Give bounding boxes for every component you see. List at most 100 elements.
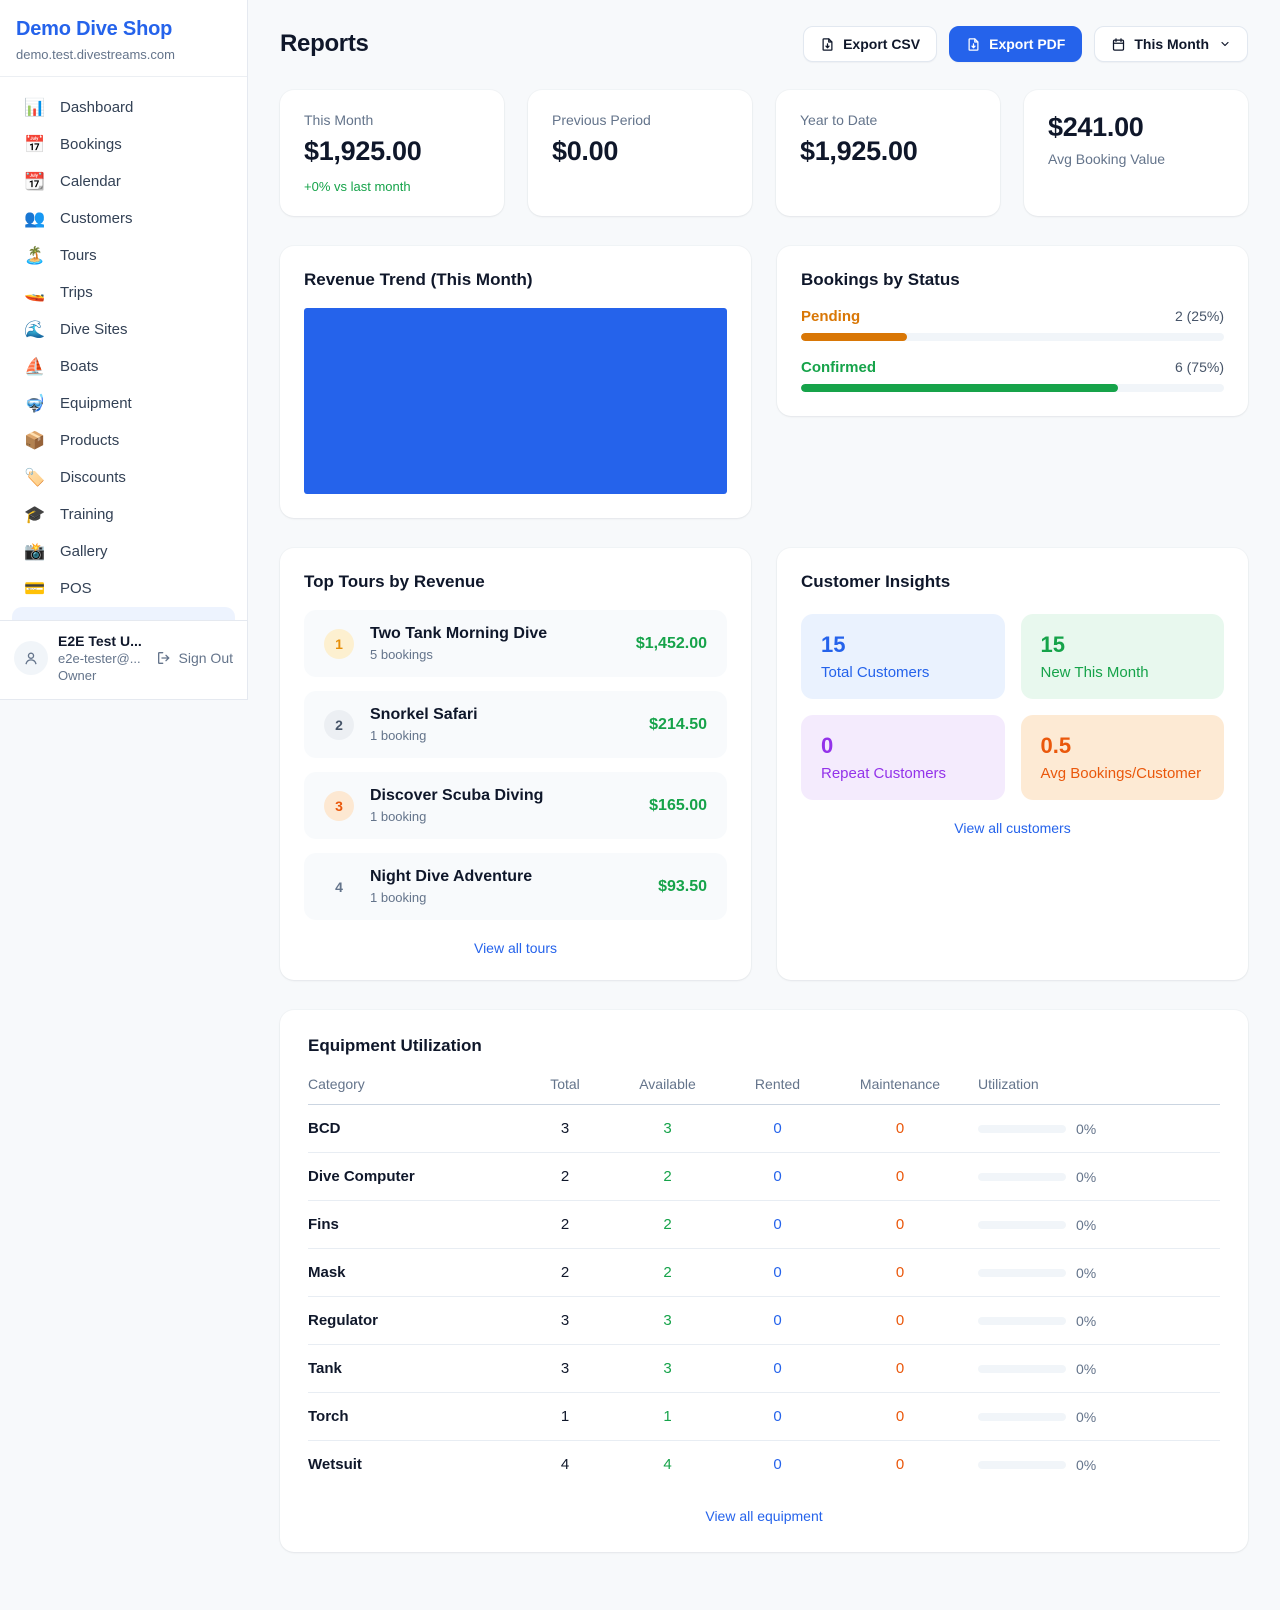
status-label-pending: Pending <box>801 308 861 325</box>
tour-bookings-count: 1 booking <box>370 809 427 824</box>
avatar <box>14 641 48 675</box>
sidebar-item-gallery[interactable]: 📸 Gallery <box>12 533 235 570</box>
period-selector-value: This Month <box>1134 36 1209 52</box>
cell-category: BCD <box>308 1104 520 1153</box>
cell-category: Fins <box>308 1200 520 1249</box>
sidebar-item-calendar[interactable]: 📆 Calendar <box>12 163 235 200</box>
utilization-bar <box>978 1124 1066 1133</box>
person-icon <box>22 649 40 667</box>
brand-name[interactable]: Demo Dive Shop <box>16 18 173 40</box>
user-role: Owner <box>58 668 97 683</box>
sidebar-item-tours[interactable]: 🏝️ Tours <box>12 237 235 274</box>
customer-insights-card: Customer Insights 15 Total Customers 15 … <box>777 548 1248 980</box>
cell-maintenance: 0 <box>895 1456 905 1473</box>
file-download-icon <box>966 37 981 52</box>
tour-row[interactable]: 1 Two Tank Morning Dive 5 bookings $1,45… <box>304 610 727 677</box>
sidebar-item-boats[interactable]: ⛵ Boats <box>12 348 235 385</box>
tour-name: Discover Scuba Diving <box>370 787 544 804</box>
top-tours-card: Top Tours by Revenue 1 Two Tank Morning … <box>280 548 751 980</box>
cell-available: 2 <box>610 1200 725 1249</box>
stat-label: Year to Date <box>800 112 878 128</box>
insights-row: Top Tours by Revenue 1 Two Tank Morning … <box>280 548 1248 980</box>
tour-revenue: $214.50 <box>649 715 707 733</box>
sidebar-item-training[interactable]: 🎓 Training <box>12 496 235 533</box>
sidebar-item-label: POS <box>60 580 92 597</box>
logout-icon <box>156 650 172 666</box>
tour-row[interactable]: 3 Discover Scuba Diving 1 booking $165.0… <box>304 772 727 839</box>
sidebar-item-active-partial[interactable] <box>12 607 235 620</box>
view-all-tours-link[interactable]: View all tours <box>473 940 557 956</box>
tour-row[interactable]: 4 Night Dive Adventure 1 booking $93.50 <box>304 853 727 920</box>
stat-value: $1,925.00 <box>800 136 918 166</box>
view-all-equipment-link[interactable]: View all equipment <box>705 1508 823 1524</box>
tour-row[interactable]: 2 Snorkel Safari 1 booking $214.50 <box>304 691 727 758</box>
progress-track <box>801 384 1224 392</box>
revenue-trend-chart <box>304 308 727 494</box>
sidebar-item-label: Calendar <box>60 173 121 190</box>
column-header-maintenance: Maintenance <box>830 1076 970 1105</box>
cell-category: Wetsuit <box>308 1456 362 1473</box>
sidebar-item-discounts[interactable]: 🏷️ Discounts <box>12 459 235 496</box>
table-row: BCD 3 3 0 0 0% <box>308 1104 1220 1153</box>
cell-available: 2 <box>610 1248 725 1297</box>
cell-maintenance: 0 <box>830 1248 970 1297</box>
sidebar-item-customers[interactable]: 👥 Customers <box>12 200 235 237</box>
stats-row: This Month $1,925.00 +0% vs last month P… <box>280 90 1248 216</box>
sidebar-item-products[interactable]: 📦 Products <box>12 422 235 459</box>
rank-badge: 4 <box>335 878 343 895</box>
sidebar-item-label: Tours <box>60 247 97 264</box>
sidebar-item-label: Equipment <box>60 395 132 412</box>
utilization-bar <box>978 1412 1066 1421</box>
cell-maintenance: 0 <box>830 1200 970 1249</box>
sidebar-item-dive-sites[interactable]: 🌊 Dive Sites <box>12 311 235 348</box>
sign-out-button[interactable]: Sign Out <box>156 650 233 666</box>
sidebar-item-dashboard[interactable]: 📊 Dashboard <box>12 89 235 126</box>
column-header-available: Available <box>610 1076 725 1105</box>
cell-total: 1 <box>520 1392 610 1441</box>
cell-rented: 0 <box>725 1104 830 1153</box>
status-label-confirmed: Confirmed <box>801 359 876 376</box>
bookings-by-status-title: Bookings by Status <box>801 270 960 289</box>
cell-utilization: 0% <box>1076 1408 1097 1425</box>
chevron-down-icon <box>1219 38 1231 50</box>
cell-maintenance: 0 <box>830 1344 970 1393</box>
cell-utilization: 0% <box>1076 1360 1097 1377</box>
tour-list: 1 Two Tank Morning Dive 5 bookings $1,45… <box>304 610 727 920</box>
sidebar-item-pos[interactable]: 💳 POS <box>12 570 235 607</box>
cell-available: 2 <box>610 1152 725 1201</box>
progress-fill-pending <box>801 333 907 341</box>
utilization-bar <box>978 1268 1066 1277</box>
view-all-customers-link[interactable]: View all customers <box>954 820 1071 836</box>
cell-category: Torch <box>308 1392 520 1441</box>
cell-rented: 0 <box>725 1200 830 1249</box>
charts-row: Revenue Trend (This Month) Bookings by S… <box>280 246 1248 518</box>
tour-revenue: $165.00 <box>649 796 707 814</box>
status-row-confirmed: Confirmed 6 (75%) <box>801 359 1224 392</box>
cell-utilization: 0% <box>1076 1168 1097 1185</box>
graduation-cap-icon: 🎓 <box>24 505 46 524</box>
tile-value: 15 <box>1040 632 1065 657</box>
tile-avg-bookings-customer: 0.5 Avg Bookings/Customer <box>1020 715 1224 800</box>
user-panel: E2E Test U... e2e-tester@... Owner Sign … <box>0 620 247 699</box>
table-row: Dive Computer 2 2 0 0 0% <box>308 1152 1220 1201</box>
table-row: Tank 3 3 0 0 0% <box>308 1344 1220 1393</box>
export-pdf-label: Export PDF <box>989 36 1066 52</box>
sidebar-item-bookings[interactable]: 📅 Bookings <box>12 126 235 163</box>
tile-label: Repeat Customers <box>821 765 947 782</box>
cell-utilization: 0% <box>1076 1120 1097 1137</box>
utilization-bar <box>978 1460 1066 1469</box>
cell-available: 3 <box>610 1344 725 1393</box>
table-header-row: Category Total Available Rented Maintena… <box>308 1076 1220 1105</box>
cell-available: 3 <box>610 1104 725 1153</box>
sidebar-item-label: Training <box>60 506 114 523</box>
status-value-pending: 2 (25%) <box>1174 308 1224 324</box>
stat-card-avg-booking-value: $241.00 Avg Booking Value <box>1024 90 1248 216</box>
period-selector[interactable]: This Month <box>1094 26 1248 62</box>
sidebar-item-trips[interactable]: 🚤 Trips <box>12 274 235 311</box>
sidebar-item-equipment[interactable]: 🤿 Equipment <box>12 385 235 422</box>
cell-available: 1 <box>610 1392 725 1441</box>
sidebar-nav: 📊 Dashboard 📅 Bookings 📆 Calendar 👥 Cust… <box>0 77 247 620</box>
rank-badge: 3 <box>324 790 354 821</box>
export-csv-button[interactable]: Export CSV <box>803 26 938 62</box>
export-pdf-button[interactable]: Export PDF <box>949 26 1083 62</box>
